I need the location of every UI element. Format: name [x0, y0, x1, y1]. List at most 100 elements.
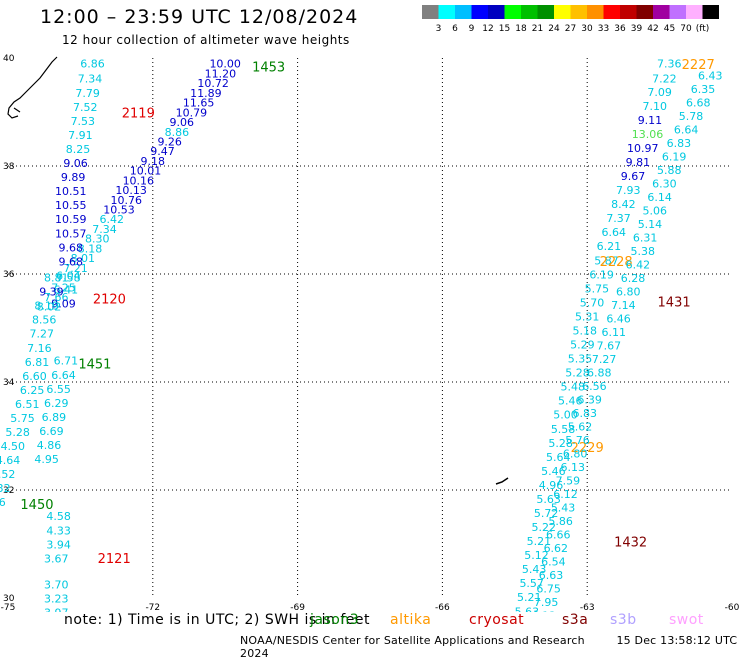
data-point-label: 10.01: [130, 165, 162, 178]
data-point-label: 4.96: [539, 479, 564, 492]
track-time-label: 2121: [98, 552, 131, 567]
data-point-label: 7.79: [75, 87, 100, 100]
footer: NOAA/NESDIS Center for Satellite Applica…: [240, 634, 740, 660]
data-point-label: 9.06: [63, 157, 88, 170]
y-tick-label: 32: [3, 486, 14, 496]
data-point-label: 10.16: [123, 174, 155, 187]
data-point-label: 6.39: [577, 394, 602, 407]
track-time-label: 1432: [614, 536, 647, 551]
data-point-label: 5.28: [565, 367, 590, 380]
data-point-label: 6.19: [589, 268, 614, 281]
data-point-label: 6.51: [15, 398, 40, 411]
data-point-label: 5.46: [541, 465, 566, 478]
data-point-label: 5.63: [536, 493, 561, 506]
data-point-label: 10.97: [627, 142, 659, 155]
data-point-label: 6.14: [647, 191, 672, 204]
data-point-label: 6.13: [560, 461, 585, 474]
legend-tick-label: 36: [614, 24, 626, 34]
data-point-label: 5.31: [575, 310, 600, 323]
data-point-label: 5.72: [534, 507, 559, 520]
y-tick-label: 30: [3, 594, 15, 604]
legend-tick-label: 33: [598, 24, 609, 34]
data-point-label: 11.20: [205, 67, 237, 80]
y-tick-label: 36: [3, 270, 15, 280]
legend-tick-label: 12: [482, 24, 493, 34]
data-point-label: 6.46: [606, 313, 631, 326]
legend-swatch: [570, 5, 587, 19]
data-point-label: 5.86: [548, 515, 573, 528]
legend-swatch: [537, 5, 554, 19]
page-title: 12:00 – 23:59 UTC 12/08/2024: [40, 6, 359, 28]
data-point-label: 3.67: [44, 552, 69, 565]
data-point-label: 6.42: [100, 213, 125, 226]
track-time-label: 2120: [93, 293, 126, 308]
data-point-label: 10.57: [55, 227, 87, 240]
track-2121: 3.703.233.973.533.472.932121: [44, 552, 131, 612]
data-point-label: 5.29: [570, 339, 595, 352]
legend-tick-label: 9: [469, 24, 475, 34]
data-point-label: 8.81: [44, 272, 69, 285]
track-time-label: 1450: [20, 498, 53, 513]
data-point-label: 6.54: [541, 556, 566, 569]
data-point-label: 5.62: [568, 421, 593, 434]
legend-swatch: [504, 5, 521, 19]
data-point-label: 6.41: [54, 283, 79, 296]
legend-tick-label: 27: [565, 24, 576, 34]
data-point-label: 9.81: [626, 156, 651, 169]
data-point-label: 5.87: [594, 254, 619, 267]
data-point-label: 7.27: [592, 353, 617, 366]
data-point-label: 6.56: [582, 380, 607, 393]
y-tick-label: 34: [3, 378, 15, 388]
data-point-label: 7.27: [30, 328, 55, 341]
data-point-label: 6.19: [662, 151, 687, 164]
track-time-label: 1431: [658, 295, 691, 310]
legend-swatch: [471, 5, 488, 19]
data-point-label: 8.02: [37, 301, 62, 314]
y-tick-label: 40: [3, 54, 15, 64]
legend-tick-label: 15: [499, 24, 510, 34]
data-point-label: 8.42: [611, 198, 636, 211]
data-point-label: 6.12: [532, 610, 557, 612]
data-point-label: 7.34: [92, 223, 117, 236]
data-point-label: 7.36: [657, 58, 682, 71]
data-point-label: 6.64: [674, 124, 699, 137]
data-point-label: 5.43: [551, 502, 576, 515]
satellite-label-jason3: jason3: [310, 612, 360, 628]
color-legend: 3 6 9 12 15 18 21 24 27 30 33 36 39 42 45 70 (ft): [422, 5, 719, 34]
data-point-label: 10.76: [111, 194, 143, 207]
wave-height-plot: -75 -72 -69 -66 -63 -60 30 32 34 36 38 40 10.0011.20…: [0, 54, 740, 612]
legend-tick-label: 6: [452, 24, 458, 34]
track-time-label: 2227: [682, 58, 715, 73]
data-point-label: 6.35: [691, 83, 716, 96]
data-point-label: 7.34: [78, 72, 103, 85]
data-point-label: 6.81: [25, 356, 50, 369]
legend-tick-label: 3: [436, 24, 442, 34]
data-point-label: 3.23: [44, 592, 69, 605]
legend-swatch: [603, 5, 620, 19]
data-point-label: 10.13: [115, 184, 147, 197]
data-point-label: 8.19: [34, 300, 59, 313]
legend-tick-label: (ft): [696, 24, 710, 34]
data-point-label: 6.60: [22, 370, 47, 383]
data-point-label: 8.18: [78, 242, 103, 255]
data-point-label: 6.04: [56, 269, 81, 282]
data-point-label: 5.57: [519, 577, 544, 590]
data-point-label: 5.28: [548, 437, 573, 450]
data-point-label: 10.72: [197, 77, 229, 90]
data-point-label: 6.80: [563, 448, 588, 461]
data-point-label: 3.94: [46, 538, 71, 551]
data-point-label: 7.25: [51, 281, 76, 294]
data-point-label: 13.06: [632, 128, 664, 141]
data-point-label: 7.67: [597, 340, 622, 353]
data-point-label: 6.71: [54, 355, 79, 368]
data-point-label: 8.30: [85, 233, 110, 246]
legend-swatch: [686, 5, 703, 19]
data-point-label: 5.75: [10, 412, 35, 425]
data-point-label: 5.88: [657, 164, 682, 177]
data-point-label: 5.38: [630, 245, 655, 258]
data-point-label: 8.86: [165, 126, 190, 139]
track-time-label: 1451: [78, 358, 111, 373]
legend-swatch: [554, 5, 571, 19]
data-point-label: 6.12: [553, 488, 578, 501]
grid: [8, 58, 732, 598]
